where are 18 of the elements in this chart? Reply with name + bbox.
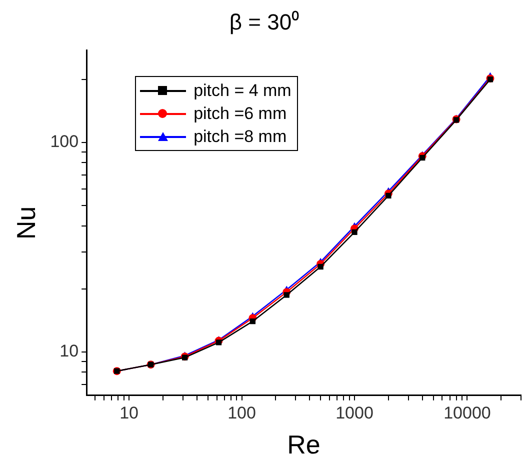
legend-label: pitch =6 mm [194,103,287,126]
legend-label: pitch = 4 mm [194,80,292,102]
x-tick-label: 10000 [444,403,491,422]
point [318,264,324,270]
point [284,292,290,298]
x-axis-title: Re [287,430,320,460]
x-tick-label: 100 [228,403,256,422]
x-tick-label: 1000 [336,403,374,422]
point [386,192,392,198]
point [420,154,426,161]
legend-label: pitch =8 mm [194,126,287,148]
point [250,318,256,324]
point [216,340,222,346]
chart-title: β = 30⁰ [229,9,300,34]
x-tick-label: 10 [120,403,138,422]
y-axis-title: Nu [10,206,41,240]
point [487,76,494,82]
point [352,229,358,235]
